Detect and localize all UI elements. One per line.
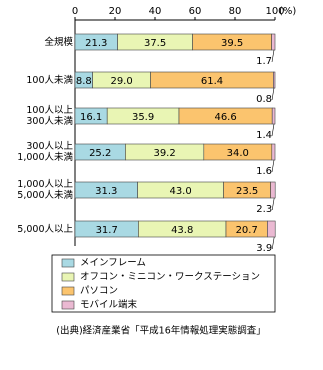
x-tick-label: 60 bbox=[189, 6, 202, 17]
x-tick-label: 20 bbox=[109, 6, 122, 17]
legend-swatch bbox=[61, 286, 75, 296]
category-label: 5,000人以上 bbox=[17, 223, 73, 235]
bar-segment bbox=[271, 143, 276, 161]
value-label: 3.9 bbox=[256, 243, 272, 254]
value-label: 46.6 bbox=[214, 112, 236, 123]
category-label: 全規模 bbox=[44, 36, 73, 48]
bar-segment bbox=[271, 33, 276, 51]
value-label: 39.5 bbox=[221, 38, 243, 49]
bar-segment bbox=[273, 71, 276, 89]
source-note: (出典)経済産業省「平成16年情報処理実態調査」 bbox=[56, 325, 266, 337]
value-label: 43.8 bbox=[171, 225, 193, 236]
category-label: 100人以上 300人未満 bbox=[26, 105, 73, 127]
legend-swatch bbox=[61, 300, 75, 310]
category-label: 100人未満 bbox=[26, 74, 73, 86]
value-label: 23.5 bbox=[236, 186, 258, 197]
leader-line bbox=[271, 236, 275, 250]
legend-swatch bbox=[61, 258, 75, 268]
leader-line bbox=[271, 123, 275, 137]
value-label: 29.0 bbox=[110, 76, 132, 87]
legend-label: パソコン bbox=[80, 286, 118, 297]
value-label: 21.3 bbox=[85, 38, 107, 49]
value-label: 8.8 bbox=[76, 76, 92, 87]
x-tick-label: 80 bbox=[229, 6, 242, 17]
value-label: 25.2 bbox=[89, 148, 111, 159]
value-label: 1.7 bbox=[256, 56, 272, 67]
x-tick-label: 0 bbox=[72, 6, 78, 17]
value-label: 0.8 bbox=[256, 94, 272, 105]
value-label: 34.0 bbox=[227, 148, 249, 159]
leader-line bbox=[271, 87, 275, 101]
leader-line bbox=[271, 159, 275, 173]
value-label: 16.1 bbox=[80, 112, 102, 123]
leader-line bbox=[271, 197, 275, 211]
legend-label: モバイル端末 bbox=[80, 299, 138, 311]
bar-segment bbox=[270, 181, 276, 199]
value-label: 31.7 bbox=[96, 225, 118, 236]
value-label: 43.0 bbox=[169, 186, 191, 197]
legend-frame bbox=[51, 254, 276, 313]
x-unit: (%) bbox=[279, 6, 296, 17]
value-label: 61.4 bbox=[201, 76, 223, 87]
value-label: 20.7 bbox=[236, 225, 258, 236]
value-label: 31.3 bbox=[95, 186, 117, 197]
value-label: 35.9 bbox=[132, 112, 154, 123]
legend-swatch bbox=[61, 272, 75, 282]
category-label: 300人以上 1,000人未満 bbox=[17, 141, 73, 163]
legend-label: メインフレーム bbox=[80, 258, 146, 269]
value-label: 1.4 bbox=[256, 130, 272, 141]
value-label: 37.5 bbox=[144, 38, 166, 49]
category-label: 1,000人以上 5,000人未満 bbox=[17, 179, 73, 201]
bar-segment bbox=[267, 220, 276, 238]
legend-label: オフコン・ミニコン・ワークステーション bbox=[80, 272, 260, 283]
value-label: 1.6 bbox=[256, 166, 272, 177]
value-label: 2.3 bbox=[256, 204, 272, 215]
leader-line bbox=[271, 49, 275, 63]
x-tick-label: 40 bbox=[149, 6, 162, 17]
bar-segment bbox=[271, 107, 276, 125]
x-tick-label: 100 bbox=[265, 6, 284, 17]
value-label: 39.2 bbox=[153, 148, 175, 159]
